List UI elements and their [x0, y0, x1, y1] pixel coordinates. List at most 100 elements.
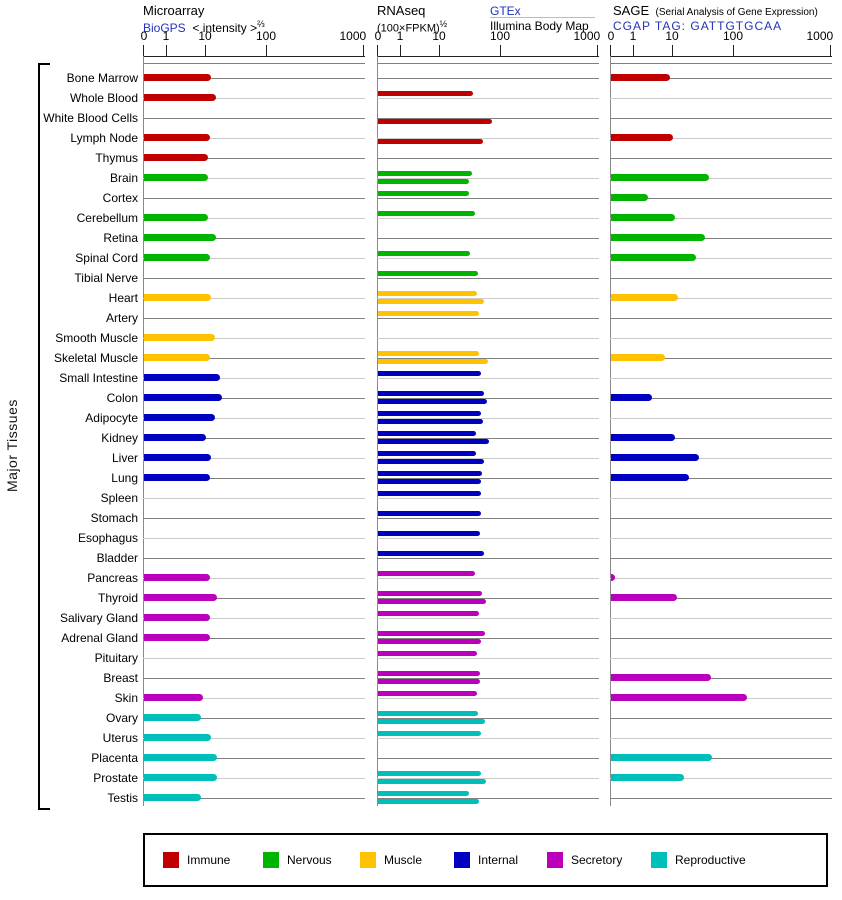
gtex-bar-prostate [378, 771, 481, 776]
gtex-bar-lung [378, 471, 482, 476]
gtex-bar-pituitary [378, 651, 477, 656]
row-guide-line [377, 638, 599, 639]
expression-bar-ovary [144, 714, 201, 721]
legend-swatch-internal [454, 852, 470, 868]
sage-panel: SAGE (Serial Analysis of Gene Expression… [608, 0, 833, 810]
tissue-label-lung: Lung [111, 471, 138, 485]
row-guide-line [610, 458, 832, 459]
expression-bar-uterus [144, 734, 211, 741]
row-guide-line [143, 658, 365, 659]
row-guide-line [377, 438, 599, 439]
expression-bar-breast [611, 674, 711, 681]
row-guide-line [143, 458, 365, 459]
axis-tick [733, 45, 734, 56]
illumina-bar-testis [378, 799, 479, 804]
row-guide-line [143, 138, 365, 139]
illumina-body-map-label: Illumina Body Map [490, 19, 589, 33]
legend-label-reproductive: Reproductive [675, 853, 746, 867]
expression-bar-adrenal-gland [144, 634, 210, 641]
tissue-label-thyroid: Thyroid [97, 591, 138, 605]
illumina-bar-adipocyte [378, 419, 483, 424]
tissue-label-thymus: Thymus [95, 151, 138, 165]
tissue-label-tibial-nerve: Tibial Nerve [74, 271, 138, 285]
axis-tick [363, 45, 364, 56]
gtex-bar-ovary [378, 711, 478, 716]
row-guide-line [610, 378, 832, 379]
expression-bar-placenta [611, 754, 712, 761]
gtex-link[interactable]: GTEx [490, 4, 521, 18]
gtex-bar-breast [378, 671, 480, 676]
row-guide-line [377, 698, 599, 699]
illumina-bar-colon [378, 399, 487, 404]
axis-tick-label: 1000 [339, 29, 367, 43]
illumina-bar-kidney [378, 439, 489, 444]
expression-bar-brain [144, 174, 208, 181]
row-guide-line [610, 278, 832, 279]
row-guide-line [143, 738, 365, 739]
axis-tick-label: 10 [198, 29, 212, 43]
axis-tick [143, 45, 144, 56]
gtex-bar-esophagus [378, 531, 480, 536]
illumina-bar-prostate [378, 779, 486, 784]
tissue-label-colon: Colon [106, 391, 138, 405]
expression-bar-brain [611, 174, 709, 181]
axis-tick [377, 45, 378, 56]
tissue-label-ovary: Ovary [105, 711, 138, 725]
gtex-bar-kidney [378, 431, 476, 436]
row-guide-line [377, 378, 599, 379]
row-guide-line [143, 478, 365, 479]
tissue-label-esophagus: Esophagus [77, 531, 138, 545]
tissue-label-adipocyte: Adipocyte [85, 411, 138, 425]
row-guide-line [377, 418, 599, 419]
expression-bar-lymph-node [611, 134, 673, 141]
cgap-link[interactable]: CGAP TAG: GATTGTGCAA [613, 19, 783, 33]
row-guide-line [377, 798, 599, 799]
expression-bar-thyroid [611, 594, 677, 601]
gtex-bar-tibial-nerve [378, 271, 478, 276]
expression-bar-pancreas [144, 574, 210, 581]
row-guide-line [143, 518, 365, 519]
axis-tick-label: 0 [374, 29, 382, 43]
row-guide-line [143, 418, 365, 419]
axis-tick-label: 10 [665, 29, 679, 43]
tissue-label-skin: Skin [114, 691, 138, 705]
tissue-label-kidney: Kidney [101, 431, 138, 445]
axis-tick [610, 45, 611, 56]
tissue-label-salivary-gland: Salivary Gland [59, 611, 138, 625]
row-guide-line [610, 438, 832, 439]
gtex-bar-adipocyte [378, 411, 481, 416]
row-guide-line [143, 618, 365, 619]
row-guide-line [143, 378, 365, 379]
row-guide-line [377, 498, 599, 499]
biogps-link[interactable]: BioGPS [143, 21, 186, 35]
row-guide-line [610, 398, 832, 399]
tissue-label-lymph-node: Lymph Node [70, 131, 138, 145]
tissue-label-whole-blood: Whole Blood [69, 91, 138, 105]
row-guide-line [143, 238, 365, 239]
row-guide-line [610, 178, 832, 179]
axis-tick-label: 10 [432, 29, 446, 43]
panel-left-border [610, 56, 611, 806]
expression-bar-adipocyte [144, 414, 215, 421]
row-guide-line [377, 598, 599, 599]
tissue-label-liver: Liver [111, 451, 138, 465]
expression-bar-skeletal-muscle [144, 354, 210, 361]
tissue-label-skeletal-muscle: Skeletal Muscle [53, 351, 138, 365]
row-guide-line [377, 538, 599, 539]
expression-bar-bone-marrow [611, 74, 670, 81]
row-guide-line [143, 358, 365, 359]
axis-tick [439, 45, 440, 56]
tissue-label-placenta: Placenta [91, 751, 138, 765]
row-guide-line [143, 438, 365, 439]
tissue-label-bone-marrow: Bone Marrow [66, 71, 138, 85]
illumina-bar-breast [378, 679, 480, 684]
row-guide-line [377, 158, 599, 159]
illumina-bar-lung [378, 479, 481, 484]
legend-label-nervous: Nervous [287, 853, 332, 867]
axis-tick-label: 1 [162, 29, 170, 43]
row-guide-line [143, 158, 365, 159]
row-guide-line [377, 178, 599, 179]
gtex-bar-adrenal-gland [378, 631, 485, 636]
gtex-bar-bladder [378, 551, 484, 556]
row-guide-line [377, 278, 599, 279]
